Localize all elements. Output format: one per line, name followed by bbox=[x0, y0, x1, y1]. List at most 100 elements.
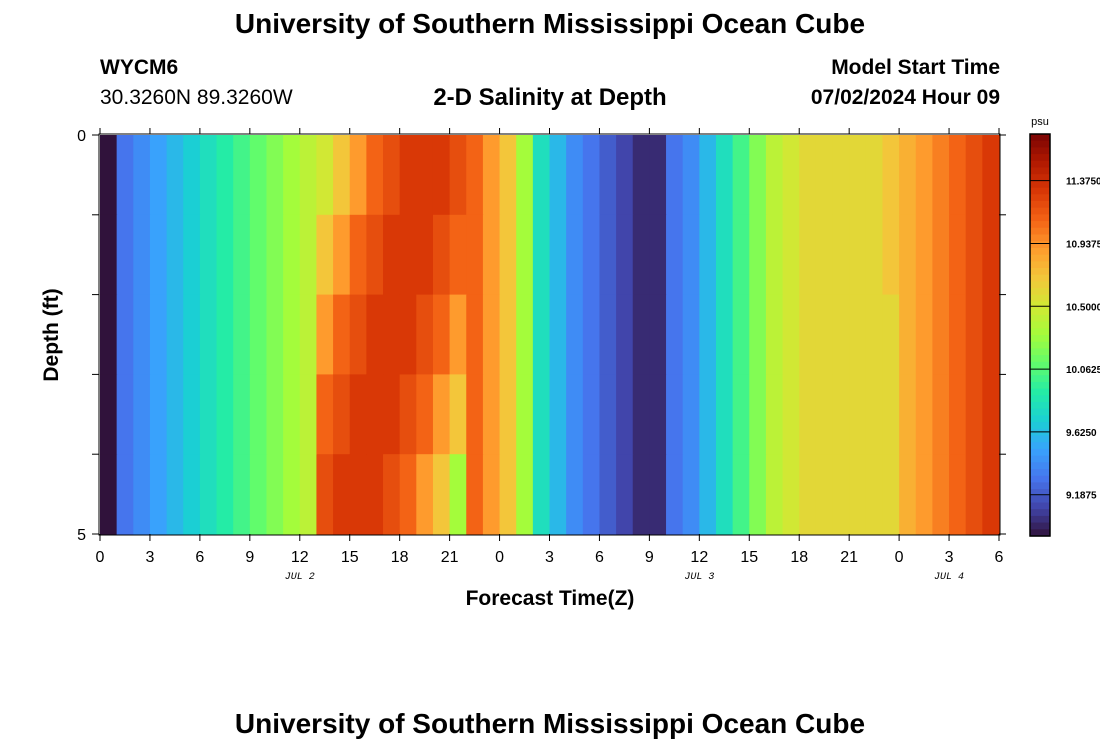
colorbar-segment bbox=[1030, 314, 1050, 323]
colorbar-segment bbox=[1030, 381, 1050, 390]
heatmap-cell bbox=[399, 374, 417, 455]
heatmap-cell bbox=[699, 294, 717, 375]
heatmap-cell bbox=[982, 135, 1000, 216]
heatmap-cell bbox=[632, 374, 650, 455]
heatmap-cell bbox=[166, 454, 184, 535]
heatmap-cell bbox=[532, 454, 551, 535]
heatmap-cell bbox=[749, 294, 767, 375]
heatmap-cell bbox=[882, 374, 900, 455]
colorbar-segment bbox=[1030, 281, 1050, 289]
heatmap-cell bbox=[649, 135, 667, 216]
heatmap-cell bbox=[749, 374, 767, 455]
heatmap-cell bbox=[199, 374, 218, 455]
colorbar-segment bbox=[1030, 475, 1050, 483]
heatmap-cell bbox=[149, 374, 168, 455]
heatmap-cell bbox=[383, 214, 401, 296]
heatmap-cell bbox=[949, 374, 967, 455]
colorbar-segment bbox=[1030, 515, 1050, 524]
heatmap-cell bbox=[965, 374, 983, 455]
heatmap-cell bbox=[366, 214, 384, 296]
heatmap-cell bbox=[432, 214, 451, 296]
heatmap-cell bbox=[133, 294, 151, 375]
heatmap-cell bbox=[316, 214, 334, 296]
heatmap-cell bbox=[449, 135, 467, 216]
heatmap-cell bbox=[199, 135, 218, 216]
heatmap-cell bbox=[532, 214, 551, 296]
colorbar-segment bbox=[1030, 375, 1050, 383]
heatmap-cell bbox=[815, 454, 834, 535]
heatmap-cell bbox=[266, 294, 284, 375]
heatmap-cell bbox=[932, 214, 950, 296]
heatmap-cell bbox=[982, 294, 1000, 375]
heatmap-cell bbox=[832, 374, 850, 455]
heatmap-cell bbox=[815, 294, 834, 375]
heatmap-cell bbox=[982, 214, 1000, 296]
heatmap-cell bbox=[599, 214, 617, 296]
heatmap-cell bbox=[582, 135, 601, 216]
heatmap-cell bbox=[566, 294, 584, 375]
heatmap-cell bbox=[982, 374, 1000, 455]
heatmap-cell bbox=[799, 454, 817, 535]
heatmap-cell bbox=[416, 294, 434, 375]
heatmap-cell bbox=[100, 454, 118, 535]
heatmap-cell bbox=[499, 454, 517, 535]
heatmap-cell bbox=[765, 135, 784, 216]
heatmap-cell bbox=[482, 214, 501, 296]
heatmap-cell bbox=[865, 374, 884, 455]
heatmap-cell bbox=[216, 454, 234, 535]
heatmap-cell bbox=[815, 135, 834, 216]
heatmap-cell bbox=[183, 294, 201, 375]
colorbar-segment bbox=[1030, 194, 1050, 202]
heatmap-cell bbox=[466, 454, 484, 535]
heatmap-cell bbox=[233, 214, 251, 296]
x-tick-label: 21 bbox=[840, 549, 858, 566]
heatmap-cell bbox=[882, 454, 900, 535]
heatmap-cell bbox=[616, 214, 634, 296]
heatmap-cell bbox=[915, 454, 934, 535]
heatmap-cell bbox=[383, 374, 401, 455]
heatmap-cell bbox=[882, 135, 900, 216]
heatmap-cell bbox=[100, 135, 118, 216]
heatmap-cell bbox=[516, 294, 534, 375]
heatmap-cell bbox=[316, 135, 334, 216]
heatmap-cell bbox=[149, 135, 168, 216]
heatmap-cell bbox=[549, 374, 567, 455]
heatmap-cell bbox=[349, 214, 367, 296]
colorbar-segment bbox=[1030, 529, 1050, 537]
heatmap-cell bbox=[882, 214, 900, 296]
heatmap-cell bbox=[715, 135, 734, 216]
heatmap-cell bbox=[949, 135, 967, 216]
heatmap-cell bbox=[233, 374, 251, 455]
heatmap-cell bbox=[183, 454, 201, 535]
heatmap-cell bbox=[383, 135, 401, 216]
colorbar-segment bbox=[1030, 435, 1050, 443]
heatmap-cell bbox=[949, 294, 967, 375]
heatmap-cell bbox=[915, 294, 934, 375]
heatmap-cell bbox=[133, 214, 151, 296]
colorbar-segment bbox=[1030, 160, 1050, 169]
heatmap-cell bbox=[915, 374, 934, 455]
colorbar-tick-label: 9.1875 bbox=[1066, 491, 1097, 502]
heatmap-cell bbox=[216, 294, 234, 375]
colorbar-segment bbox=[1030, 288, 1050, 296]
colorbar-segment bbox=[1030, 348, 1050, 356]
heatmap-cell bbox=[416, 135, 434, 216]
heatmap-cell bbox=[432, 374, 451, 455]
heatmap-cell bbox=[432, 135, 451, 216]
heatmap-cell bbox=[516, 214, 534, 296]
page-title: University of Southern Mississippi Ocean… bbox=[234, 8, 866, 39]
heatmap-cell bbox=[432, 294, 451, 375]
heatmap-cell bbox=[715, 454, 734, 535]
heatmap-cell bbox=[965, 294, 983, 375]
heatmap-cell bbox=[516, 454, 534, 535]
heatmap-cell bbox=[715, 214, 734, 296]
colorbar-segment bbox=[1030, 167, 1050, 175]
x-tick-label: 12 bbox=[291, 549, 309, 566]
heatmap-cell bbox=[249, 135, 268, 216]
heatmap-cell bbox=[233, 454, 251, 535]
heatmap-cell bbox=[732, 214, 750, 296]
heatmap-cell bbox=[732, 135, 750, 216]
x-tick-label: 15 bbox=[341, 549, 359, 566]
heatmap-cell bbox=[782, 294, 800, 375]
colorbar-segment bbox=[1030, 495, 1050, 504]
